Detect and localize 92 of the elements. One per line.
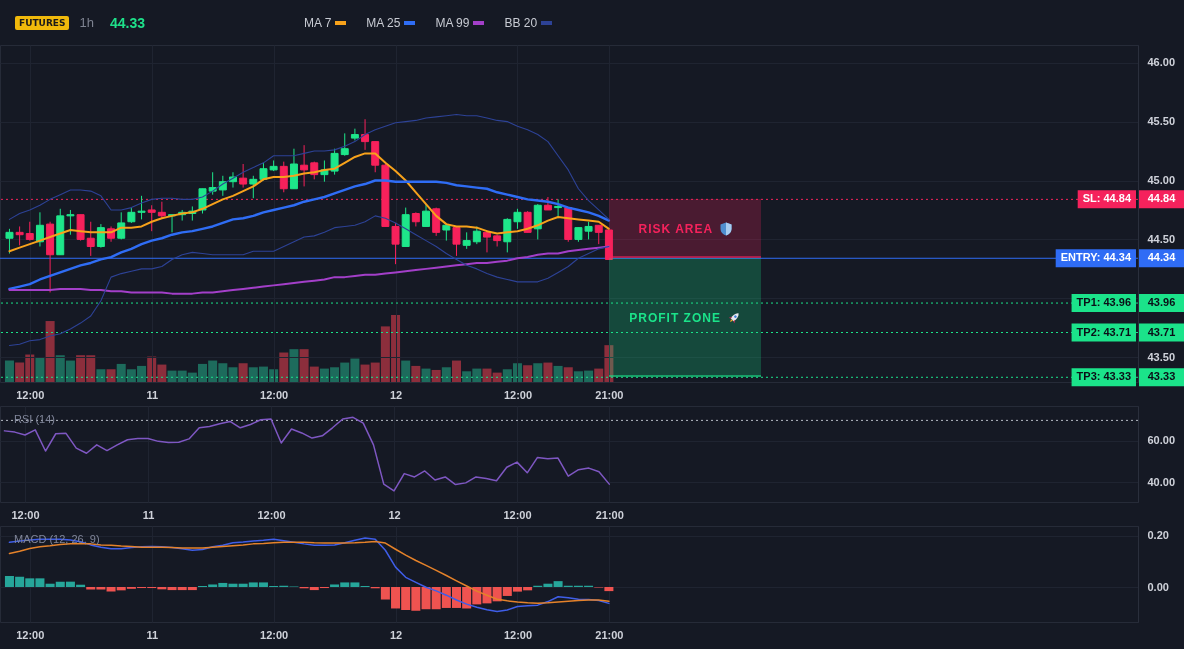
text: RISK AREA: [638, 221, 714, 236]
y-tick-label: 45.50: [1147, 115, 1176, 128]
ref-line-label: ENTRY: 44.34: [1060, 251, 1132, 264]
y-tick-label: 0.20: [1147, 529, 1169, 542]
line-series: [8, 215, 610, 347]
text: PROFIT ZONE: [629, 310, 721, 325]
bar: [553, 365, 563, 382]
bar: [563, 367, 573, 382]
bar: [543, 362, 553, 382]
y-tick-label: 46.00: [1147, 56, 1176, 69]
x-tick-label: 11: [146, 628, 159, 641]
bar: [35, 357, 45, 382]
bar: [492, 372, 502, 382]
candlestick: [300, 144, 309, 187]
legend-label: MA 99: [435, 16, 470, 30]
candlestick: [503, 217, 512, 253]
candlestick: [66, 209, 75, 236]
bar: [106, 369, 116, 382]
x-tick-label: 12:00: [11, 508, 40, 521]
bar: [523, 365, 533, 382]
ref-line-label: TP2: 43.71: [1076, 325, 1131, 338]
y-tick-label: 0.00: [1147, 580, 1169, 593]
candlestick: [239, 163, 248, 189]
bar: [482, 368, 492, 382]
bar: [411, 365, 421, 382]
x-tick-label: 12: [389, 388, 403, 401]
text: 43.33: [1147, 370, 1176, 383]
bar: [289, 349, 299, 382]
x-tick-label: 12:00: [16, 388, 45, 401]
y-tick-label: 60.00: [1147, 434, 1176, 447]
text: 44.84: [1147, 192, 1177, 205]
x-tick-label: 11: [146, 388, 159, 401]
x-tick-label: 12:00: [503, 388, 533, 401]
ref-line-label: TP1: 43.96: [1076, 296, 1131, 309]
line-series: [8, 113, 610, 220]
candlestick: [452, 225, 461, 257]
bar: [421, 368, 431, 382]
candlestick: [340, 132, 349, 157]
x-tick-label: 21:00: [595, 508, 624, 521]
candlestick: [5, 228, 14, 255]
candlestick: [86, 221, 95, 257]
x-tick-label: 11: [142, 508, 155, 521]
y-tick-label: 45.00: [1147, 174, 1176, 187]
candlestick: [594, 224, 603, 245]
text: FUTURES: [15, 15, 70, 30]
candlestick: [371, 141, 380, 173]
candlestick: [350, 128, 359, 141]
legend-label: MA 7: [304, 16, 332, 30]
line-series: [8, 152, 610, 253]
candlestick: [249, 175, 258, 199]
x-tick-label: 21:00: [595, 628, 624, 641]
bar: [441, 367, 451, 382]
bar: [45, 321, 55, 382]
text: 44.34: [1147, 251, 1177, 264]
x-tick-label: 21:00: [595, 388, 624, 401]
x-tick-label: 12:00: [257, 508, 286, 521]
bar: [401, 360, 411, 382]
y-tick-label: 44.50: [1147, 232, 1176, 245]
text: 43.96: [1147, 296, 1176, 309]
line-series: [3, 416, 610, 492]
bar: [4, 360, 14, 382]
x-tick-label: 12: [388, 508, 401, 521]
x-tick-label: 12:00: [503, 508, 532, 521]
text: 44.33: [109, 14, 145, 31]
candlestick: [513, 208, 522, 230]
bar: [431, 369, 441, 382]
candlestick: [422, 203, 430, 227]
x-tick-label: 12:00: [503, 628, 533, 641]
x-tick-label: 12:00: [260, 628, 289, 641]
text: 1h: [79, 15, 94, 30]
bar: [533, 363, 543, 382]
legend-label: BB 20: [504, 16, 538, 30]
line-series: [8, 245, 610, 295]
candlestick: [147, 204, 156, 232]
bar: [279, 352, 289, 382]
ref-line-label: TP3: 43.33: [1076, 370, 1131, 383]
x-tick-label: 12:00: [16, 628, 45, 641]
legend-label: MA 25: [366, 16, 401, 30]
ref-line-label: SL: 44.84: [1082, 192, 1132, 205]
text: 43.71: [1147, 325, 1176, 338]
candlestick: [15, 225, 24, 246]
bar: [238, 363, 248, 382]
candlestick: [157, 201, 166, 219]
text: RSI (14): [14, 413, 55, 425]
x-tick-label: 12:00: [260, 388, 289, 401]
y-tick-label: 40.00: [1147, 475, 1176, 488]
y-tick-label: 43.50: [1147, 350, 1176, 363]
x-tick-label: 12: [389, 628, 403, 641]
candlestick: [279, 161, 288, 193]
candlestick: [25, 221, 34, 242]
bar: [96, 369, 106, 382]
bar: [451, 360, 462, 382]
